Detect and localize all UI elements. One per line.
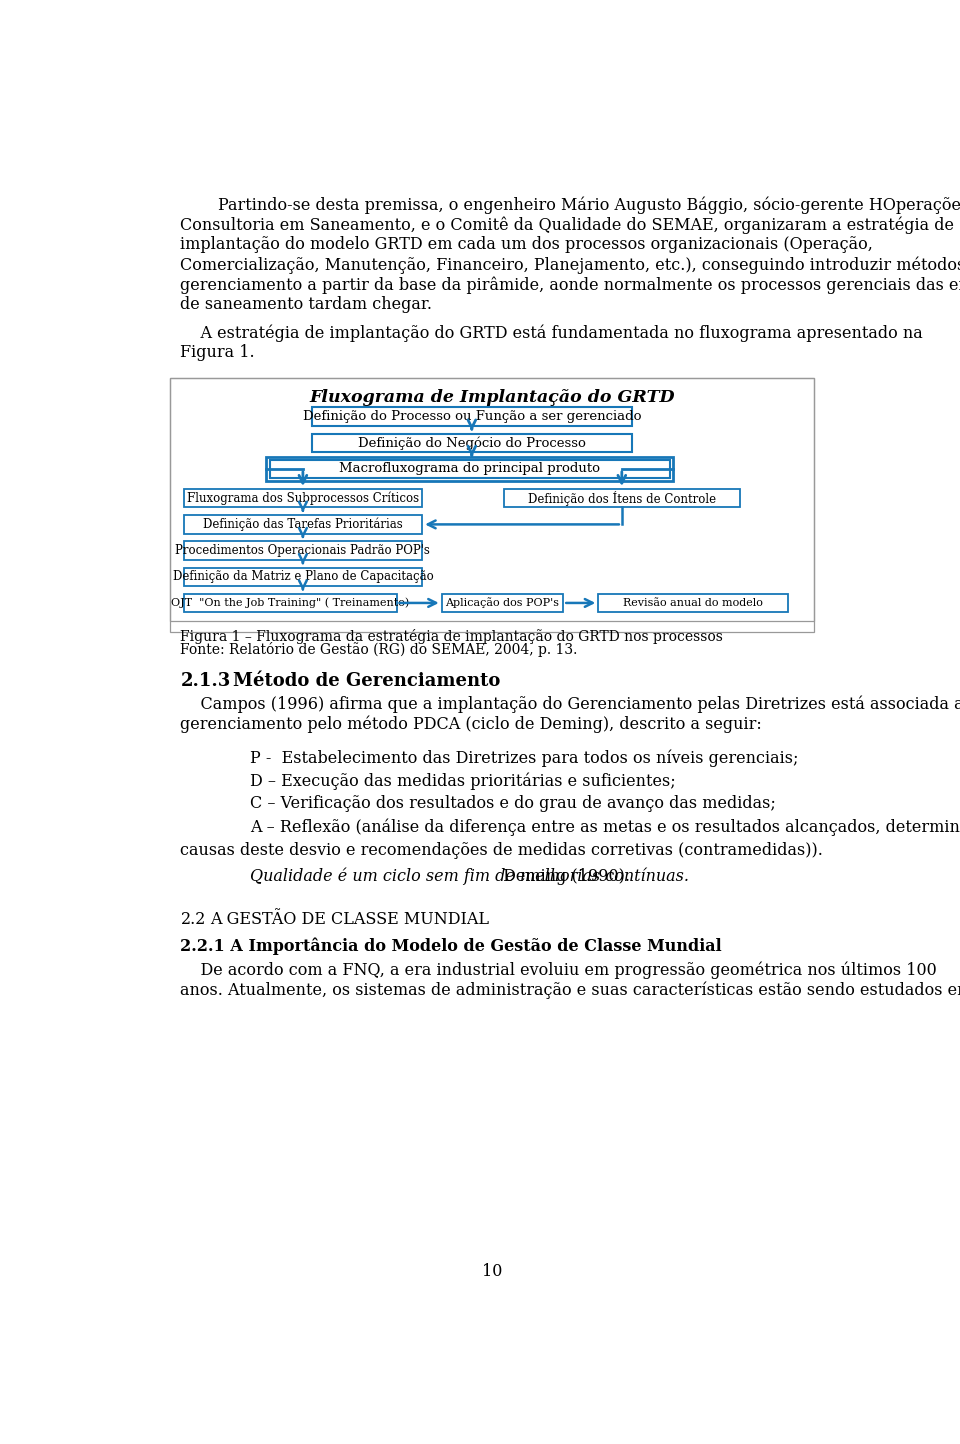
Text: A – Reflexão (análise da diferença entre as metas e os resultados alcançados, de: A – Reflexão (análise da diferença entre…	[251, 819, 960, 836]
Bar	[442, 593, 564, 612]
Text: Método de Gerenciamento: Método de Gerenciamento	[233, 673, 500, 690]
Text: Definição da Matriz e Plano de Capacitação: Definição da Matriz e Plano de Capacitaç…	[173, 570, 433, 583]
Text: Qualidade é um ciclo sem fim de melhorias contínuas.: Qualidade é um ciclo sem fim de melhoria…	[251, 868, 689, 885]
Text: de saneamento tardam chegar.: de saneamento tardam chegar.	[180, 296, 432, 313]
Text: 2.2: 2.2	[180, 911, 205, 928]
Text: Definição do Negócio do Processo: Definição do Negócio do Processo	[358, 436, 586, 449]
Bar	[170, 378, 814, 621]
Bar	[183, 593, 396, 612]
Text: Definição do Processo ou Função a ser gerenciado: Definição do Processo ou Função a ser ge…	[302, 410, 641, 423]
Text: 2.2.1 A Importância do Modelo de Gestão de Classe Mundial: 2.2.1 A Importância do Modelo de Gestão …	[180, 937, 722, 954]
Text: Deming (1990).: Deming (1990).	[498, 868, 630, 885]
Bar	[183, 567, 422, 586]
Text: Fluxograma de Implantação do GRTD: Fluxograma de Implantação do GRTD	[309, 388, 675, 406]
Text: Definição das Tarefas Prioritárias: Definição das Tarefas Prioritárias	[203, 517, 403, 531]
Text: Macrofluxograma do principal produto: Macrofluxograma do principal produto	[340, 462, 600, 475]
Text: Definição dos Ítens de Controle: Definição dos Ítens de Controle	[528, 491, 716, 505]
Text: Consultoria em Saneamento, e o Comitê da Qualidade do SEMAE, organizaram a estra: Consultoria em Saneamento, e o Comitê da…	[180, 217, 954, 234]
Text: 2.1.3: 2.1.3	[180, 673, 230, 690]
Bar	[504, 490, 740, 507]
Bar	[170, 378, 814, 632]
Text: Comercialização, Manutenção, Financeiro, Planejamento, etc.), conseguindo introd: Comercialização, Manutenção, Financeiro,…	[180, 257, 960, 274]
Text: 10: 10	[482, 1264, 502, 1279]
Bar	[598, 593, 788, 612]
Bar	[312, 407, 632, 426]
Text: C – Verificação dos resultados e do grau de avanço das medidas;: C – Verificação dos resultados e do grau…	[251, 796, 776, 813]
Bar	[183, 542, 422, 560]
Text: Aplicação dos POP's: Aplicação dos POP's	[445, 598, 560, 608]
Bar	[312, 433, 632, 452]
Text: implantação do modelo GRTD em cada um dos processos organizacionais (Operação,: implantação do modelo GRTD em cada um do…	[180, 237, 874, 253]
Text: Fonte: Relatório de Gestão (RG) do SEMAE, 2004, p. 13.: Fonte: Relatório de Gestão (RG) do SEMAE…	[180, 643, 578, 657]
Text: Partindo-se desta premissa, o engenheiro Mário Augusto Bággio, sócio-gerente HOp: Partindo-se desta premissa, o engenheiro…	[218, 196, 960, 214]
Bar	[183, 490, 422, 507]
Text: Campos (1996) afirma que a implantação do Gerenciamento pelas Diretrizes está as: Campos (1996) afirma que a implantação d…	[180, 696, 960, 713]
Bar	[270, 459, 670, 478]
Text: Figura 1 – Fluxograma da estratégia de implantação do GRTD nos processos: Figura 1 – Fluxograma da estratégia de i…	[180, 630, 723, 644]
Text: Revisão anual do modelo: Revisão anual do modelo	[623, 598, 763, 608]
Text: A estratégia de implantação do GRTD está fundamentada no fluxograma apresentado : A estratégia de implantação do GRTD está…	[180, 325, 924, 342]
Text: De acordo com a FNQ, a era industrial evoluiu em progressão geométrica nos últim: De acordo com a FNQ, a era industrial ev…	[180, 962, 937, 979]
Text: gerenciamento a partir da base da pirâmide, aonde normalmente os processos geren: gerenciamento a partir da base da pirâmi…	[180, 276, 960, 295]
Text: causas deste desvio e recomendações de medidas corretivas (contramedidas)).: causas deste desvio e recomendações de m…	[180, 842, 824, 859]
Text: A GESTÃO DE CLASSE MUNDIAL: A GESTÃO DE CLASSE MUNDIAL	[210, 911, 489, 928]
Text: Procedimentos Operacionais Padrão POP's: Procedimentos Operacionais Padrão POP's	[176, 544, 430, 557]
Bar	[267, 456, 673, 481]
Text: OJT  "On the Job Training" ( Treinamento): OJT "On the Job Training" ( Treinamento)	[171, 598, 409, 608]
Text: Fluxograma dos Subprocessos Críticos: Fluxograma dos Subprocessos Críticos	[187, 491, 419, 505]
Text: P -  Estabelecimento das Diretrizes para todos os níveis gerenciais;: P - Estabelecimento das Diretrizes para …	[251, 749, 799, 767]
Text: D – Execução das medidas prioritárias e suficientes;: D – Execução das medidas prioritárias e …	[251, 773, 676, 790]
Text: gerenciamento pelo método PDCA (ciclo de Deming), descrito a seguir:: gerenciamento pelo método PDCA (ciclo de…	[180, 715, 762, 734]
Bar	[183, 516, 422, 534]
Text: Figura 1.: Figura 1.	[180, 344, 255, 361]
Text: anos. Atualmente, os sistemas de administração e suas características estão send: anos. Atualmente, os sistemas de adminis…	[180, 982, 960, 999]
